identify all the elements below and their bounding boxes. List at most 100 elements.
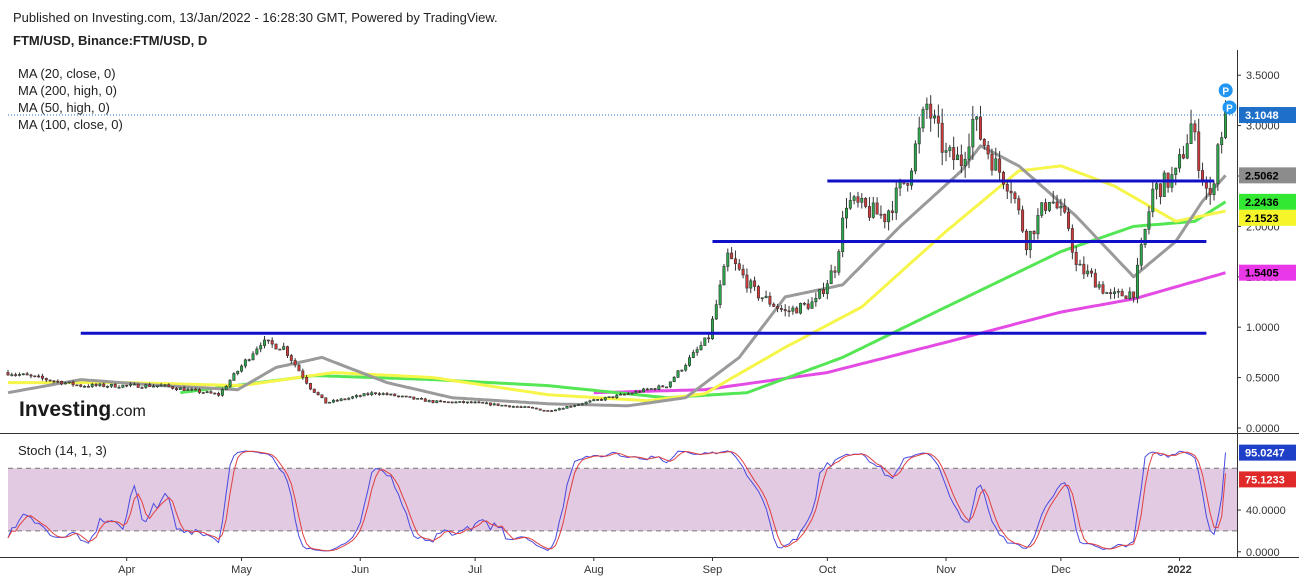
candle-body <box>148 384 152 387</box>
candle-body <box>33 375 37 378</box>
candle-body <box>446 401 450 404</box>
candle-body <box>592 399 596 402</box>
candle-body <box>117 386 121 389</box>
ma200-tag-label: 1.5405 <box>1245 268 1279 280</box>
candle-body <box>1208 187 1212 195</box>
price-tick-label: 3.5000 <box>1246 70 1280 82</box>
candle-body <box>171 386 175 389</box>
candle-body <box>703 337 707 346</box>
candle-body <box>756 286 760 299</box>
candle-body <box>603 397 607 401</box>
candle-body <box>691 352 695 358</box>
candle-body <box>1189 123 1193 144</box>
candle-body <box>630 392 634 395</box>
candle-body <box>1017 198 1021 211</box>
candle-body <box>607 396 611 398</box>
candle-body <box>266 339 270 342</box>
candle-body <box>879 213 883 216</box>
candle-body <box>1001 171 1005 185</box>
event-marker[interactable] <box>1218 83 1233 98</box>
candle-body <box>312 388 316 393</box>
candle-body <box>975 116 979 120</box>
candle-body <box>75 384 79 387</box>
candle-body <box>626 393 630 395</box>
candle-body <box>1174 167 1178 175</box>
ma200-tag <box>1239 264 1296 281</box>
candle-body <box>1128 291 1132 299</box>
legend-ma20: MA (20, close, 0) <box>18 66 116 81</box>
candle-body <box>676 370 680 378</box>
candle-body <box>416 398 420 400</box>
candle-body <box>956 154 959 161</box>
candle-body <box>910 170 914 186</box>
candle-body <box>1132 291 1136 299</box>
price-tag <box>1239 107 1296 124</box>
candle-body <box>316 392 320 396</box>
stoch-tick-label: 0.0000 <box>1246 547 1280 559</box>
candle-body <box>159 384 163 387</box>
candle-body <box>871 202 875 218</box>
published-info: Published on Investing.com, 13/Jan/2022 … <box>13 10 498 25</box>
investing-logo: Investing.com <box>19 398 146 422</box>
time-tick-label: Sep <box>703 564 723 576</box>
candle-body <box>1143 229 1147 245</box>
candle-body <box>393 393 397 397</box>
candle-body <box>289 355 293 361</box>
candle-body <box>174 388 178 390</box>
candle-body <box>259 345 263 350</box>
event-marker[interactable] <box>1222 100 1237 115</box>
candle-body <box>722 266 726 286</box>
candle-body <box>1051 201 1055 204</box>
price-tick-label: 1.0000 <box>1246 322 1280 334</box>
time-tick-label: Jun <box>351 564 369 576</box>
candle-body <box>1109 292 1113 295</box>
price-tick-label: 0.0000 <box>1246 423 1280 435</box>
candle-body <box>642 388 646 393</box>
candle-body <box>867 206 871 218</box>
candle-body <box>1009 190 1013 194</box>
candle-body <box>1216 144 1220 185</box>
candle-body <box>688 357 691 366</box>
candle-body <box>1059 205 1063 209</box>
candle-body <box>726 252 730 267</box>
candle-body <box>852 196 856 201</box>
candle-body <box>760 297 764 300</box>
candle-body <box>1158 183 1162 197</box>
candle-body <box>546 410 550 412</box>
candle-body <box>795 307 799 314</box>
candle-body <box>25 373 29 376</box>
legend-ma100: MA (100, close, 0) <box>18 117 123 132</box>
candle-body <box>952 147 956 161</box>
candle-body <box>531 406 535 409</box>
candle-body <box>898 181 902 189</box>
candle-body <box>779 308 783 310</box>
candle-body <box>634 391 638 394</box>
candle-body <box>389 393 393 396</box>
candle-body <box>534 407 538 410</box>
candle-body <box>680 369 684 372</box>
candle-body <box>799 303 803 314</box>
candle-body <box>1116 290 1120 293</box>
candle-body <box>201 392 205 394</box>
candle-body <box>1055 201 1059 209</box>
price-tick-label: 3.0000 <box>1246 121 1280 133</box>
time-tick-label: Apr <box>118 564 135 576</box>
candle-body <box>17 374 21 376</box>
candle-body <box>940 122 944 153</box>
candle-body <box>1082 263 1086 275</box>
candle-body <box>714 304 718 320</box>
candle-body <box>331 399 335 403</box>
candle-body <box>806 303 810 309</box>
candle-body <box>220 389 224 396</box>
candle-body <box>657 385 661 390</box>
candle-body <box>167 384 171 387</box>
candle-body <box>274 343 278 350</box>
candle-body <box>335 399 339 402</box>
candle-body <box>963 158 967 167</box>
candle-body <box>1220 137 1224 146</box>
legend-ma50: MA (50, high, 0) <box>18 100 110 115</box>
candle-body <box>431 400 435 403</box>
candle-body <box>48 379 52 382</box>
candle-body <box>894 187 898 213</box>
